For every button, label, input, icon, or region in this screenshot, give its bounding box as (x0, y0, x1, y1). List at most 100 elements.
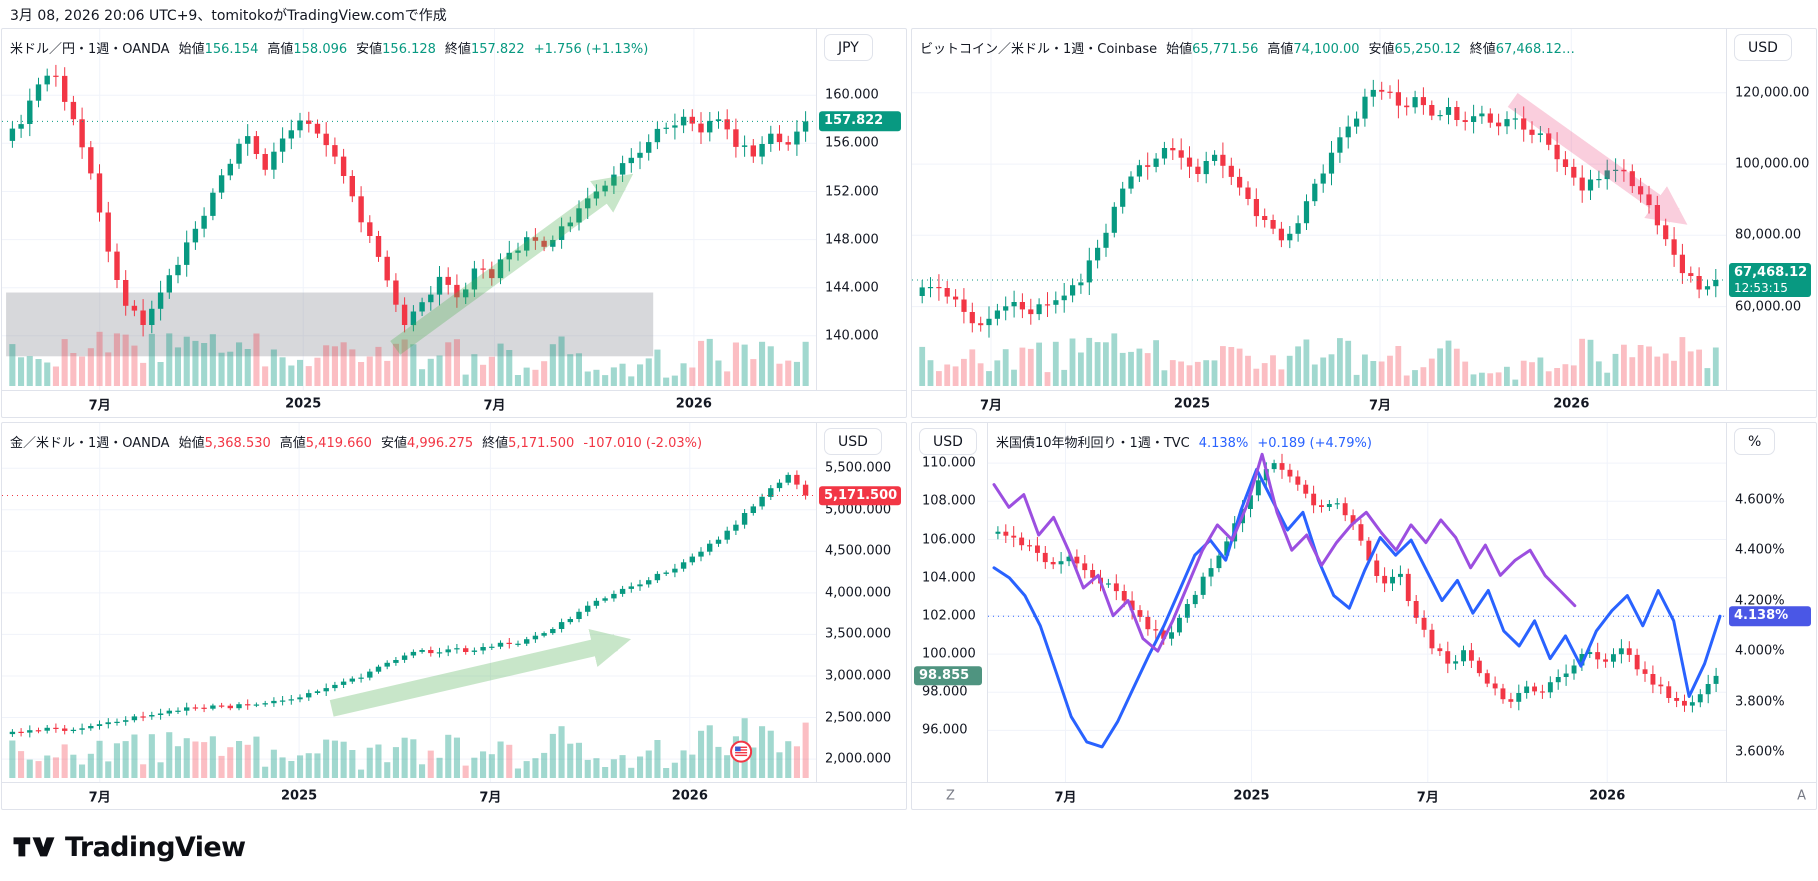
auto-scale-button[interactable]: A (1797, 788, 1806, 804)
ohlc-open: 始値65,771.56 (1166, 42, 1259, 57)
currency-button[interactable]: USD (1734, 34, 1792, 61)
time-tick-label: 2026 (1553, 396, 1590, 412)
price-tick-label: 5,500.000 (825, 460, 892, 476)
price-tick-label: 152.000 (825, 184, 879, 199)
chart-grid: 米ドル／円・1週・OANDA 始値156.154 高値158.096 安値156… (1, 28, 1817, 810)
last-price-badge: 67,468.12 12:53:15 (1729, 263, 1811, 297)
ohlc-close: 終値5,171.500 (482, 436, 575, 451)
grid-lines (988, 423, 1726, 782)
price-tick-label: 106.000 (922, 532, 976, 547)
us-flag-event-icon[interactable] (730, 740, 753, 763)
price-chart[interactable] (2, 423, 816, 782)
time-axis[interactable]: 7月 2025 7月 2026 (912, 390, 1816, 417)
chart-legend: ビットコイン／米ドル・1週・Coinbase 始値65,771.56 高値74,… (920, 38, 1575, 57)
ohlc-low: 安値4,996.275 (380, 436, 474, 451)
chart-panel-btcusd: ビットコイン／米ドル・1週・Coinbase 始値65,771.56 高値74,… (911, 28, 1817, 418)
price-tick-label: 102.000 (922, 608, 976, 624)
price-tick-label: 160.000 (825, 87, 879, 103)
chart-panel-usdjpy: 米ドル／円・1週・OANDA 始値156.154 高値158.096 安値156… (1, 28, 907, 418)
time-axis[interactable]: Z A 7月 2025 7月 2026 (912, 782, 1816, 809)
price-tick-label: 4,000.000 (825, 585, 892, 601)
time-axis[interactable]: 7月 2025 7月 2026 (2, 782, 906, 809)
support-zone-box (6, 292, 654, 357)
tradingview-logo-mark (13, 836, 55, 856)
price-scale-right[interactable]: USD 120,000.00 100,000.00 80,000.00 60,000.… (1726, 29, 1816, 390)
chart-legend: 金／米ドル・1週・OANDA 始値5,368.530 高値5,419.660 安… (10, 432, 702, 451)
last-value: 4.138% (1198, 436, 1249, 451)
ohlc-high: 高値158.096 (267, 42, 348, 57)
price-tick-label: 2,000.000 (825, 751, 892, 767)
price-tick-label: 4.400% (1735, 542, 1785, 558)
price-tick-label: 144.000 (825, 280, 879, 296)
up-trend-arrow (329, 628, 632, 717)
time-axis[interactable]: 7月 2025 7月 2026 (2, 390, 906, 417)
ohlc-high: 高値74,100.00 (1267, 42, 1360, 57)
price-tick-label: 100,000.00 (1735, 156, 1810, 172)
time-tick-label: 7月 (1416, 790, 1439, 806)
symbol-title[interactable]: 米国債10年物利回り・1週・TVC (996, 436, 1190, 451)
currency-button[interactable]: USD (824, 428, 882, 455)
price-tick-label: 156.000 (825, 135, 879, 151)
ohlc-high: 高値5,419.660 (279, 436, 372, 451)
time-tick-label: 7月 (979, 398, 1003, 414)
chart-legend: 米ドル／円・1週・OANDA 始値156.154 高値158.096 安値156… (10, 38, 648, 57)
price-tick-label: 110.000 (922, 455, 976, 471)
price-scale-right[interactable]: USD 5,500.000 5,000.000 4,500.000 4,000.000… (816, 423, 906, 782)
last-price-badge: 157.822 (819, 111, 901, 132)
ohlc-low: 安値65,250.12 (1368, 42, 1461, 57)
time-tick-label: 2025 (1173, 396, 1211, 412)
candlestick-series (995, 453, 1719, 713)
price-tick-label: 4.200% (1735, 593, 1785, 609)
price-tick-label: 100.000 (922, 646, 976, 662)
last-price-badge: 98.855 (914, 666, 982, 686)
price-tick-label: 104.000 (922, 570, 976, 586)
price-tick-label: 108.000 (922, 493, 976, 509)
price-tick-label: 3,500.000 (825, 626, 892, 642)
price-scale-right[interactable]: JPY 160.000 156.000 152.000 148.000 144.000 1… (816, 29, 906, 390)
tradingview-logo[interactable]: TradingView (12, 832, 246, 863)
grid-lines (912, 29, 1726, 390)
ohlc-open: 始値5,368.530 (178, 436, 271, 451)
time-tick-label: 7月 (1368, 398, 1392, 414)
time-tick-label: 2026 (1589, 788, 1626, 804)
currency-button[interactable]: JPY (824, 34, 873, 61)
time-tick-label: 2026 (675, 396, 712, 412)
price-chart[interactable] (2, 29, 816, 390)
last-price-badge: 4.138% (1729, 606, 1811, 626)
price-tick-label: 4,500.000 (825, 543, 892, 559)
change-value: +0.189 (+4.79%) (1257, 436, 1372, 451)
currency-button[interactable]: USD (919, 428, 977, 455)
price-tick-label: 60,000.00 (1735, 299, 1802, 315)
price-scale-right[interactable]: % 4.600% 4.400% 4.200% 4.000% 3.800% 3.600% 4.… (1726, 423, 1816, 782)
change-value: -107.010 (-2.03%) (583, 436, 703, 451)
symbol-title[interactable]: 金／米ドル・1週・OANDA (10, 436, 170, 451)
price-tick-label: 96.000 (922, 722, 968, 738)
time-tick-label: 2025 (285, 396, 322, 412)
timezone-button[interactable]: Z (946, 788, 955, 804)
price-tick-label: 3,000.000 (825, 668, 892, 684)
chart-panel-xauusd: 金／米ドル・1週・OANDA 始値5,368.530 高値5,419.660 安… (1, 422, 907, 810)
time-tick-label: 7月 (483, 398, 506, 414)
price-tick-label: 3.800% (1735, 694, 1785, 709)
price-tick-label: 3.600% (1735, 744, 1785, 760)
price-tick-label: 4.000% (1735, 643, 1785, 659)
up-trend-arrow (390, 173, 634, 355)
time-tick-label: 7月 (88, 398, 111, 414)
price-scale-left[interactable]: USD 110.000 108.000 106.000 104.000 102.000 1… (912, 423, 988, 782)
percent-unit-button[interactable]: % (1734, 428, 1776, 455)
time-tick-label: 7月 (88, 790, 111, 806)
price-tick-label: 98.000 (922, 684, 968, 700)
price-tick-label: 80,000.00 (1735, 227, 1802, 243)
line-series-US10Y-yield (992, 467, 1722, 749)
price-tick-label: 120,000.00 (1735, 85, 1810, 101)
candlestick-series (9, 470, 809, 738)
symbol-title[interactable]: 米ドル／円・1週・OANDA (10, 42, 170, 57)
ohlc-open: 始値156.154 (178, 42, 259, 57)
price-chart[interactable] (988, 423, 1726, 782)
time-tick-label: 2025 (1233, 788, 1270, 804)
symbol-title[interactable]: ビットコイン／米ドル・1週・Coinbase (920, 42, 1158, 57)
price-tick-label: 140.000 (825, 328, 879, 344)
last-price-badge: 5,171.500 (819, 485, 901, 506)
price-chart[interactable] (912, 29, 1726, 390)
